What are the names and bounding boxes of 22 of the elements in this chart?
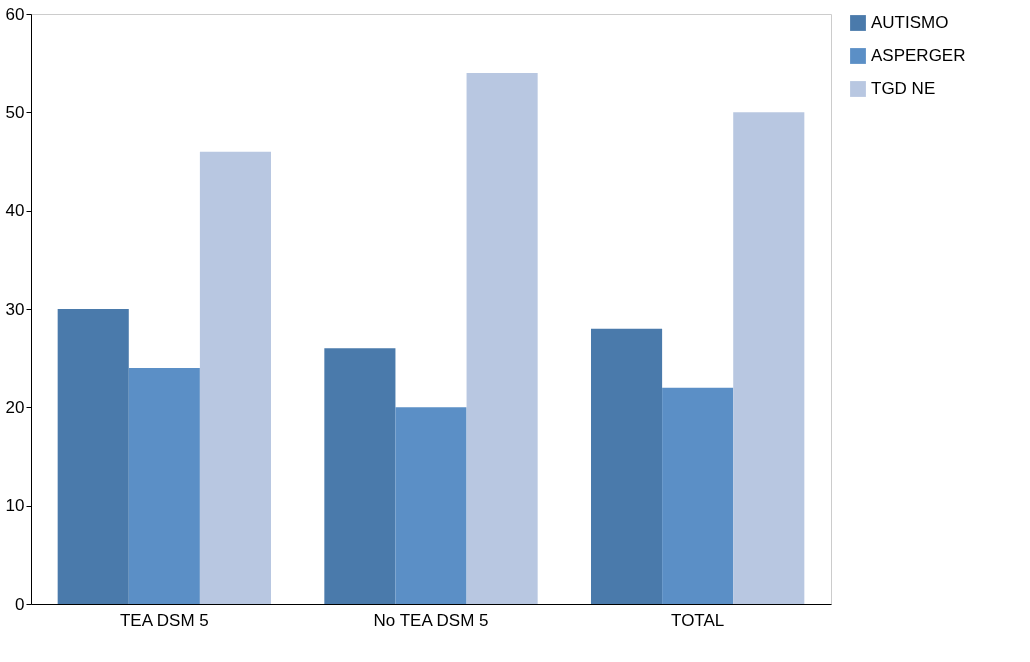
y-tick-label: 50 [5,102,25,122]
bar [733,112,805,604]
bar [199,151,271,604]
bar [395,407,467,604]
y-tick-label: 30 [5,299,25,319]
bar [662,387,734,604]
x-tick-label: TEA DSM 5 [119,610,209,630]
bar [57,309,129,604]
legend-label: AUTISMO [871,13,949,32]
legend-label: ASPERGER [871,46,966,65]
x-tick-label: No TEA DSM 5 [373,610,489,630]
y-tick-label: 40 [5,201,25,221]
y-tick-label: 20 [5,397,25,417]
y-tick-label: 10 [5,496,25,516]
y-tick-label: 0 [15,594,25,614]
bar [128,368,200,604]
y-tick-label: 60 [5,4,25,24]
bar [324,348,396,604]
legend-label: TGD NE [871,79,936,98]
bar [591,328,663,604]
x-tick-label: TOTAL [671,610,725,630]
bar [466,73,538,604]
